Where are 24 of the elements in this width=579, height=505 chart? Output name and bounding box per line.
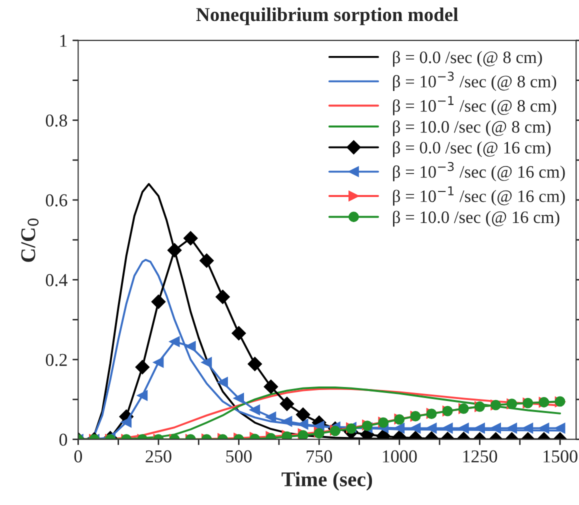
y-axis-title: C/C$_{0}$ (21, 218, 39, 262)
legend-label: β = 10$^{−3}$ /sec (@ 16 cm) (393, 162, 565, 182)
legend-label: β = 10.0 /sec (@ 8 cm) (393, 120, 551, 136)
x-tick-label: 750 (306, 450, 332, 462)
x-tick-label: 1250 (463, 450, 498, 462)
legend-label: β = 10$^{−3}$ /sec (@ 8 cm) (393, 72, 556, 91)
chart-title: Nonequilibrium sorption model (196, 7, 458, 26)
x-tick-label: 1500 (544, 450, 578, 462)
legend-label: β = 10$^{−1}$ /sec (@ 8 cm) (393, 96, 556, 116)
y-tick-label: 0.8 (46, 114, 68, 127)
y-tick-label: 1 (60, 34, 67, 47)
x-axis-title: Time (sec) (282, 472, 372, 491)
legend-label: β = 0.0 /sec (@ 8 cm) (393, 50, 542, 67)
legend-label: β = 0.0 /sec (@ 16 cm) (393, 141, 551, 158)
legend-label: β = 10$^{−1}$ /sec (@ 16 cm) (393, 186, 565, 206)
y-tick-label: 0 (59, 434, 68, 446)
x-tick-label: 500 (226, 450, 252, 462)
legend-label: β = 10.0 /sec (@ 16 cm) (393, 210, 560, 227)
y-tick-label: 0.2 (46, 354, 67, 366)
x-tick-label: 0 (74, 450, 82, 462)
x-tick-label: 1000 (382, 450, 417, 462)
y-tick-label: 0.6 (46, 194, 68, 206)
y-tick-label: 0.4 (46, 274, 68, 286)
x-tick-label: 250 (146, 450, 172, 462)
